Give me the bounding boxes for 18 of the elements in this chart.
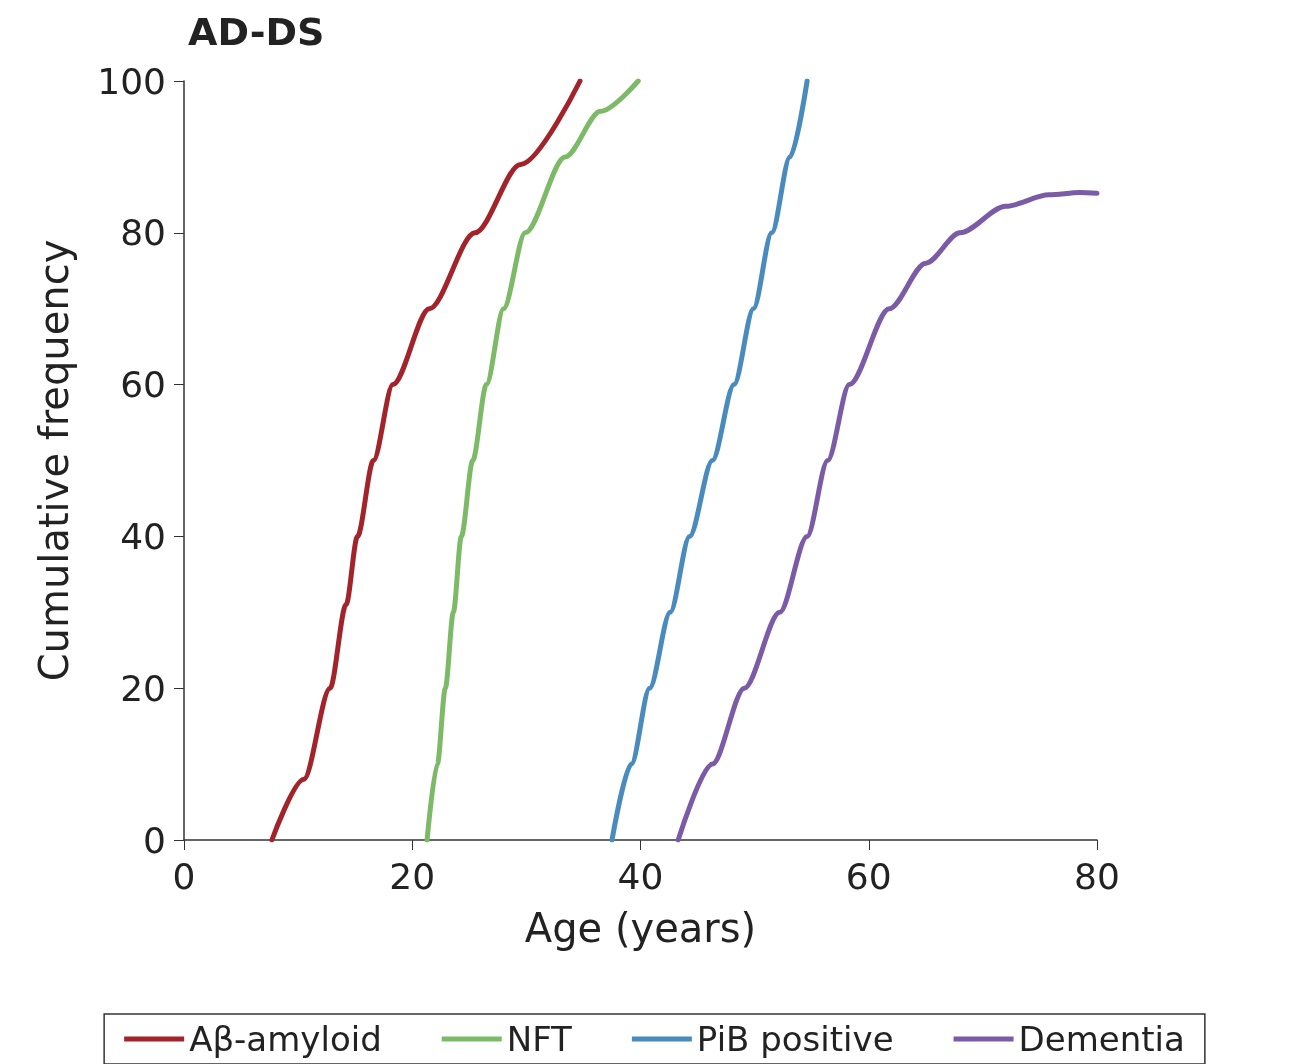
chart-title: AD-DS (188, 10, 325, 54)
x-tick-label: 40 (617, 855, 664, 897)
x-axis-title: Age (years) (524, 905, 757, 951)
legend-label: Dementia (1018, 1019, 1185, 1059)
y-tick-label: 100 (97, 60, 166, 102)
legend-label: PiB positive (696, 1019, 894, 1059)
legend-label: NFT (506, 1019, 573, 1059)
y-tick-label: 40 (120, 515, 166, 557)
x-tick-label: 0 (172, 855, 196, 897)
y-tick-label: 20 (120, 667, 166, 709)
legend-label: Aβ-amyloid (189, 1019, 382, 1059)
y-axis-title: Cumulative frequency (31, 239, 77, 682)
x-tick-label: 20 (389, 855, 436, 897)
y-tick-label: 0 (143, 819, 166, 861)
x-tick-label: 80 (1074, 855, 1120, 897)
y-tick-label: 60 (120, 364, 166, 406)
x-tick-label: 60 (845, 855, 892, 897)
y-tick-label: 80 (120, 212, 166, 254)
